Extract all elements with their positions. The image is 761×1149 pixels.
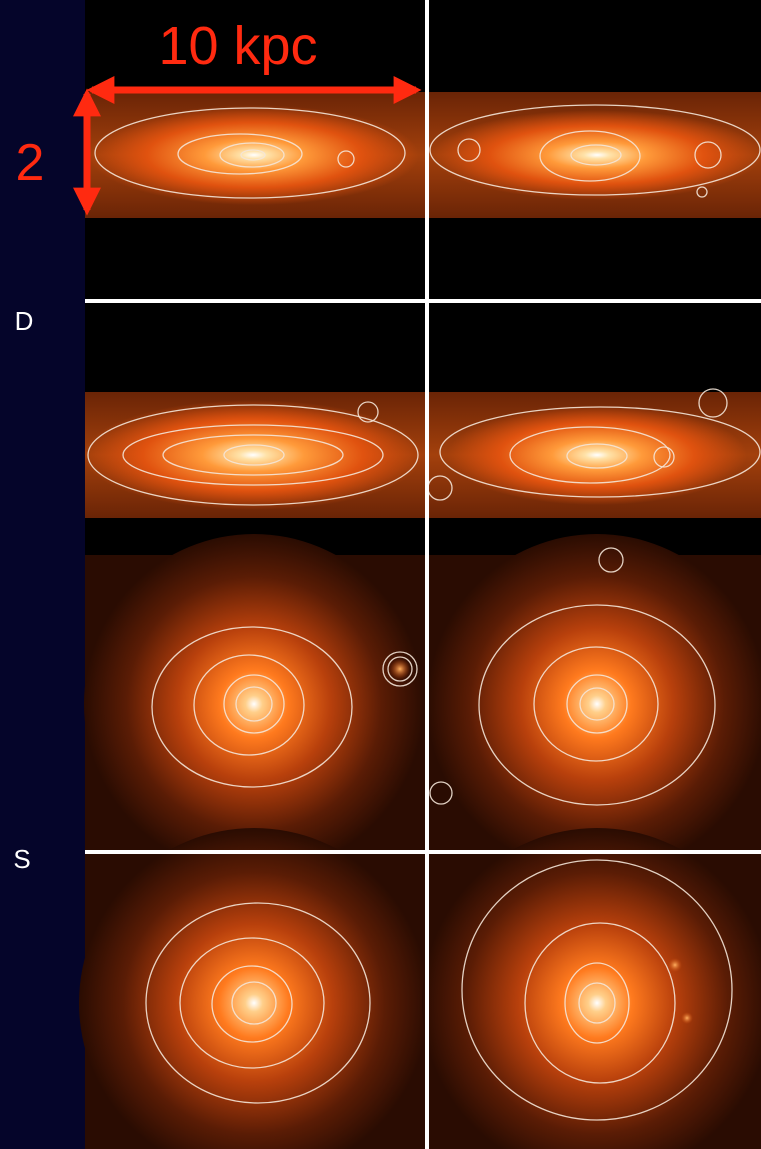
- figure: 10 kpc 2 D S: [0, 0, 761, 1149]
- panel-spheroid-face-right: [422, 828, 761, 1149]
- panel-spheroid-face-left: [79, 828, 429, 1149]
- panel-disk-edge-right: [428, 92, 761, 218]
- panel-disk-edge-left: [85, 92, 427, 218]
- panel-spheroid-right: [427, 534, 761, 874]
- scale-length-label: 10 kpc: [158, 16, 317, 76]
- row-label: D: [15, 306, 34, 336]
- row-label: S: [13, 844, 30, 874]
- panel-spheroid-left: [84, 534, 427, 874]
- panel-disk-face-left: [83, 392, 427, 518]
- scale-height-label: 2: [16, 134, 45, 192]
- panel-disk-face-right: [428, 389, 761, 518]
- page: 10 kpc 2 D S (() => { const data = JSON.…: [0, 0, 761, 1149]
